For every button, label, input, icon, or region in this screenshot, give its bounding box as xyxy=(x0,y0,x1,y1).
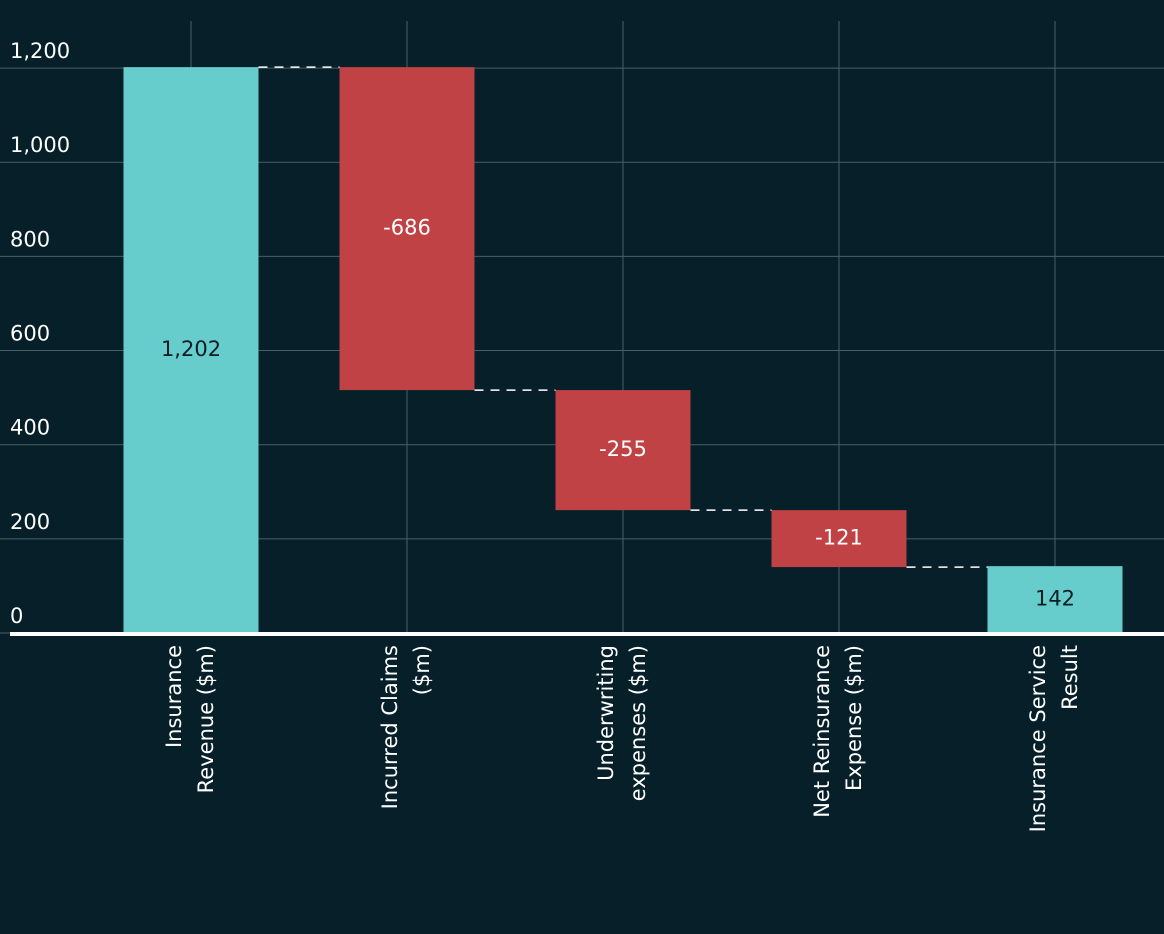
x-tick-label: expenses ($m) xyxy=(626,645,650,801)
x-tick-label: Net Reinsurance xyxy=(810,645,834,818)
data-label: -121 xyxy=(815,526,863,550)
data-label: 1,202 xyxy=(161,337,221,361)
x-tick-label: ($m) xyxy=(410,645,434,695)
data-label: -686 xyxy=(383,216,431,240)
y-tick-label: 600 xyxy=(10,322,50,346)
bar xyxy=(771,510,907,568)
x-tick-label: Insurance Service xyxy=(1026,645,1050,832)
y-tick-label: 400 xyxy=(10,416,50,440)
x-tick-label: Expense ($m) xyxy=(842,645,866,791)
y-tick-label: 0 xyxy=(10,604,23,628)
bar xyxy=(339,67,475,391)
x-tick-label: Underwriting xyxy=(594,645,618,781)
bar xyxy=(123,67,259,634)
x-tick-label: Incurred Claims xyxy=(378,645,402,809)
x-tick-label: Revenue ($m) xyxy=(194,645,218,793)
y-tick-label: 1,000 xyxy=(10,133,70,157)
bar xyxy=(555,390,691,511)
x-tick-label: Insurance xyxy=(162,645,186,748)
y-tick-label: 1,200 xyxy=(10,39,70,63)
data-label: 142 xyxy=(1035,587,1075,611)
bar xyxy=(987,566,1123,633)
y-tick-label: 200 xyxy=(10,510,50,534)
y-tick-label: 800 xyxy=(10,227,50,251)
x-tick-label: Result xyxy=(1058,645,1082,710)
data-label: -255 xyxy=(599,437,647,461)
